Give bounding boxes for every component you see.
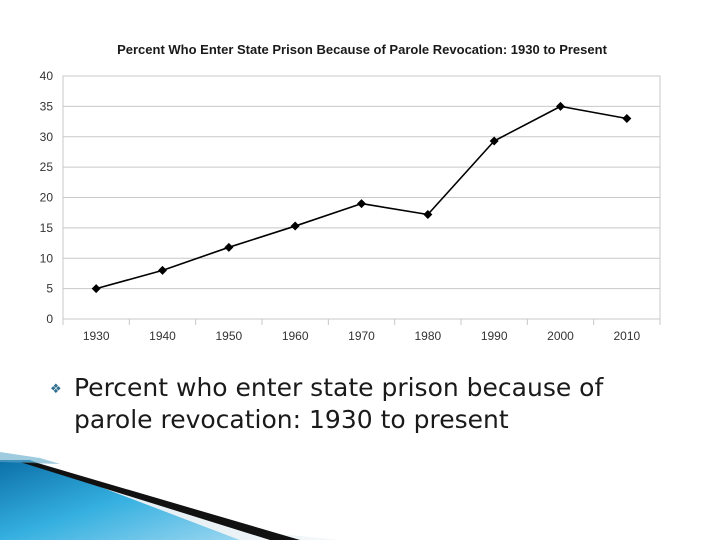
x-tick-label: 2000 (547, 329, 574, 343)
y-tick-label: 15 (40, 221, 54, 235)
x-tick-label: 1950 (215, 329, 242, 343)
plot-frame (62, 75, 661, 320)
y-axis-tick-labels: 0 5 10 15 20 25 30 35 40 (40, 69, 54, 326)
data-point-marker (357, 199, 366, 209)
y-tick-label: 25 (40, 160, 54, 174)
data-point-marker (91, 284, 101, 294)
x-tick-label: 2010 (613, 329, 640, 343)
data-point-marker (423, 210, 433, 220)
x-tick-label: 1960 (282, 329, 309, 343)
x-tick-label: 1990 (481, 329, 508, 343)
chart-title: Percent Who Enter State Prison Because o… (117, 42, 607, 57)
x-axis-tick-labels: 1930 1940 1950 1960 1970 1980 1990 2000 2010 (83, 329, 641, 343)
x-tick-label: 1930 (83, 329, 110, 343)
slide-caption: Percent who enter state prison because o… (74, 373, 604, 434)
y-tick-label: 35 (40, 99, 54, 113)
data-markers (91, 101, 632, 294)
grid-lines (62, 75, 661, 325)
y-tick-label: 40 (40, 69, 54, 83)
y-tick-label: 20 (40, 191, 54, 205)
y-tick-label: 10 (40, 251, 54, 265)
decorative-corner-graphic (0, 452, 340, 540)
data-point-marker (556, 101, 565, 111)
x-tick-label: 1970 (348, 329, 375, 343)
line-chart: Percent Who Enter State Prison Because o… (40, 42, 661, 343)
y-tick-label: 0 (46, 312, 53, 326)
y-tick-label: 5 (46, 282, 53, 296)
decor-dark-stripe (20, 462, 300, 540)
data-point-marker (158, 265, 167, 275)
decor-thin-stripe (0, 452, 60, 464)
data-point-marker (489, 136, 499, 146)
x-tick-label: 1980 (414, 329, 441, 343)
data-point-marker (622, 114, 632, 124)
diamond-bullet-icon: ❖ (50, 382, 62, 397)
x-tick-label: 1940 (149, 329, 176, 343)
data-point-marker (224, 242, 234, 252)
decor-blue-wedge (0, 460, 240, 540)
data-point-marker (290, 221, 300, 231)
y-tick-label: 30 (40, 130, 54, 144)
